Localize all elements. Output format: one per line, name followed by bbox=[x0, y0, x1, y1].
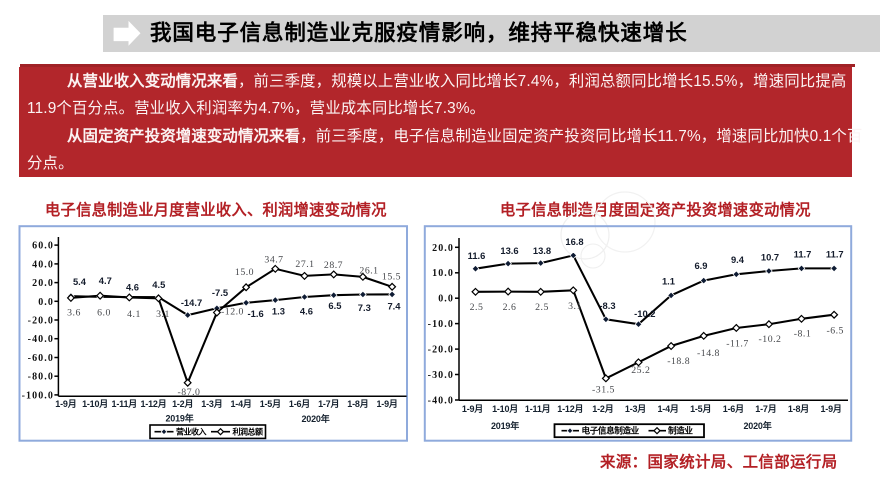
svg-text:26.1: 26.1 bbox=[359, 266, 378, 277]
svg-text:4.6: 4.6 bbox=[126, 282, 139, 293]
svg-text:-100.0: -100.0 bbox=[22, 390, 54, 401]
svg-text:-10.2: -10.2 bbox=[759, 334, 782, 345]
svg-text:1-12月: 1-12月 bbox=[140, 399, 166, 409]
svg-text:1-6月: 1-6月 bbox=[289, 399, 310, 409]
svg-text:-11.7: -11.7 bbox=[726, 339, 749, 350]
svg-text:1.1: 1.1 bbox=[662, 276, 675, 287]
svg-text:16.8: 16.8 bbox=[565, 236, 583, 247]
svg-text:-87.0: -87.0 bbox=[178, 387, 201, 398]
svg-text:电子信息制造业: 电子信息制造业 bbox=[582, 425, 640, 436]
svg-text:1-3月: 1-3月 bbox=[625, 404, 646, 414]
svg-text:28.7: 28.7 bbox=[324, 260, 343, 271]
svg-text:20.0: 20.0 bbox=[32, 278, 54, 289]
svg-text:1-8月: 1-8月 bbox=[788, 404, 809, 414]
svg-text:-30.0: -30.0 bbox=[428, 370, 454, 381]
svg-text:1-5月: 1-5月 bbox=[690, 404, 711, 414]
svg-text:7.3: 7.3 bbox=[358, 302, 371, 313]
svg-text:3.6: 3.6 bbox=[67, 308, 81, 319]
svg-text:-14.7: -14.7 bbox=[181, 297, 202, 308]
svg-text:-10.0: -10.0 bbox=[428, 319, 454, 330]
svg-text:-20.0: -20.0 bbox=[28, 316, 54, 327]
svg-text:营业收入: 营业收入 bbox=[176, 427, 206, 437]
svg-text:1-7月: 1-7月 bbox=[318, 399, 339, 409]
svg-text:0.0: 0.0 bbox=[38, 297, 54, 308]
svg-text:2.5: 2.5 bbox=[470, 302, 484, 313]
svg-text:13.8: 13.8 bbox=[533, 245, 551, 256]
svg-text:60.0: 60.0 bbox=[32, 241, 54, 252]
svg-text:6.5: 6.5 bbox=[328, 300, 341, 311]
svg-text:1-9月: 1-9月 bbox=[55, 399, 76, 409]
svg-text:2.6: 2.6 bbox=[503, 302, 517, 313]
svg-text:11.7: 11.7 bbox=[794, 249, 812, 260]
svg-text:-7.5: -7.5 bbox=[212, 287, 228, 298]
svg-text:2020年: 2020年 bbox=[301, 413, 329, 424]
svg-text:25.2: 25.2 bbox=[631, 365, 650, 376]
svg-text:1-8月: 1-8月 bbox=[347, 399, 368, 409]
svg-text:-8.3: -8.3 bbox=[599, 300, 615, 311]
svg-text:-60.0: -60.0 bbox=[28, 353, 54, 364]
svg-text:1-10月: 1-10月 bbox=[492, 404, 518, 414]
svg-text:-20.0: -20.0 bbox=[428, 345, 454, 356]
svg-text:-40.0: -40.0 bbox=[428, 396, 454, 407]
svg-text:1-9月: 1-9月 bbox=[462, 404, 483, 414]
svg-text:1-4月: 1-4月 bbox=[230, 399, 251, 409]
svg-text:13.6: 13.6 bbox=[500, 245, 518, 256]
svg-text:6.9: 6.9 bbox=[694, 260, 707, 271]
svg-text:-12.0: -12.0 bbox=[221, 307, 244, 318]
svg-text:1-4月: 1-4月 bbox=[657, 404, 678, 414]
svg-text:-80.0: -80.0 bbox=[28, 372, 54, 383]
svg-text:5.4: 5.4 bbox=[73, 276, 87, 287]
svg-text:1-11月: 1-11月 bbox=[112, 399, 138, 409]
svg-text:制造业: 制造业 bbox=[668, 425, 693, 436]
svg-text:3.1: 3.1 bbox=[156, 309, 170, 320]
svg-text:9.4: 9.4 bbox=[731, 254, 745, 265]
svg-text:-40.0: -40.0 bbox=[28, 334, 54, 345]
svg-text:1-2月: 1-2月 bbox=[172, 399, 193, 409]
svg-text:3.1: 3.1 bbox=[568, 301, 582, 312]
svg-text:1-9月: 1-9月 bbox=[820, 404, 841, 414]
svg-text:1-12月: 1-12月 bbox=[557, 404, 583, 414]
svg-text:15.5: 15.5 bbox=[382, 272, 401, 283]
svg-text:7.4: 7.4 bbox=[387, 301, 401, 312]
svg-text:11.7: 11.7 bbox=[826, 249, 844, 260]
svg-text:-31.5: -31.5 bbox=[592, 385, 615, 396]
svg-text:1-7月: 1-7月 bbox=[755, 404, 776, 414]
svg-text:40.0: 40.0 bbox=[32, 259, 54, 270]
svg-text:-1.6: -1.6 bbox=[248, 308, 264, 319]
svg-text:10.0: 10.0 bbox=[432, 268, 454, 279]
svg-text:6.0: 6.0 bbox=[97, 308, 111, 319]
svg-text:2.5: 2.5 bbox=[535, 302, 549, 313]
svg-text:4.5: 4.5 bbox=[152, 279, 165, 290]
svg-text:1.3: 1.3 bbox=[272, 306, 285, 317]
svg-text:-6.5: -6.5 bbox=[826, 326, 844, 337]
svg-text:27.1: 27.1 bbox=[295, 259, 314, 270]
svg-text:10.7: 10.7 bbox=[761, 252, 779, 263]
svg-text:0.0: 0.0 bbox=[438, 294, 454, 305]
svg-text:2020年: 2020年 bbox=[743, 420, 771, 431]
svg-text:1-9月: 1-9月 bbox=[376, 399, 397, 409]
svg-text:1-2月: 1-2月 bbox=[592, 404, 613, 414]
svg-text:-14.8: -14.8 bbox=[697, 348, 720, 359]
svg-text:1-3月: 1-3月 bbox=[201, 399, 222, 409]
svg-text:4.1: 4.1 bbox=[127, 309, 141, 320]
svg-text:4.7: 4.7 bbox=[99, 275, 112, 286]
svg-text:34.7: 34.7 bbox=[264, 254, 283, 265]
svg-text:15.0: 15.0 bbox=[235, 267, 254, 278]
svg-text:11.6: 11.6 bbox=[468, 250, 486, 261]
svg-text:4.6: 4.6 bbox=[300, 306, 313, 317]
svg-text:1-6月: 1-6月 bbox=[723, 404, 744, 414]
svg-text:-8.1: -8.1 bbox=[794, 328, 812, 339]
svg-text:2019年: 2019年 bbox=[165, 413, 193, 424]
svg-text:利润总额: 利润总额 bbox=[232, 427, 263, 437]
svg-text:-18.8: -18.8 bbox=[667, 356, 690, 367]
svg-text:1-5月: 1-5月 bbox=[260, 399, 281, 409]
svg-text:2019年: 2019年 bbox=[491, 420, 519, 431]
svg-text:20.0: 20.0 bbox=[432, 243, 454, 254]
svg-text:1-11月: 1-11月 bbox=[525, 404, 551, 414]
svg-text:1-10月: 1-10月 bbox=[82, 399, 108, 409]
svg-text:-10.2: -10.2 bbox=[634, 308, 655, 319]
